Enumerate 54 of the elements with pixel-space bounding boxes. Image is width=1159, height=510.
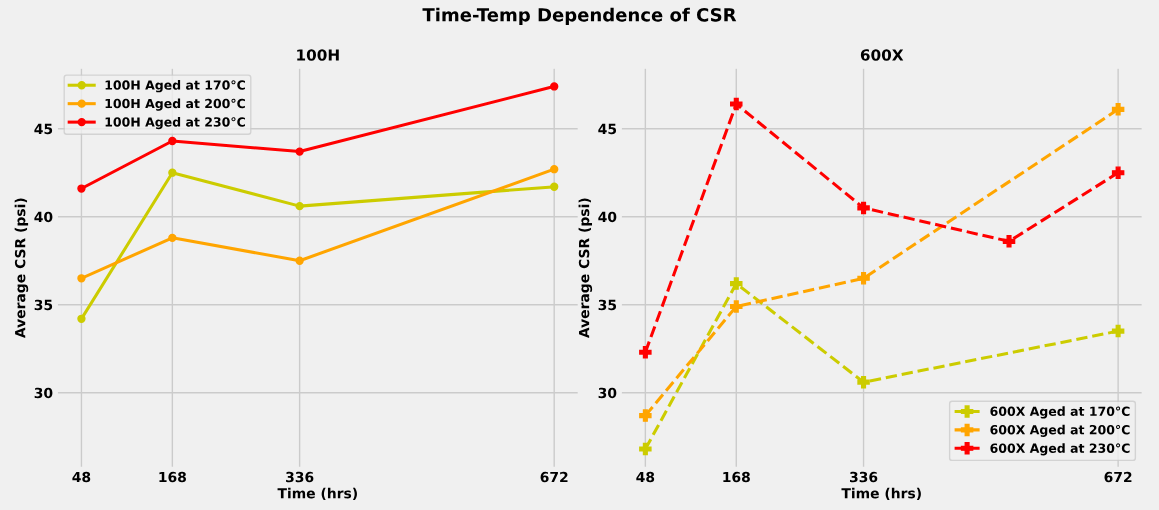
x-tick-label: 672 bbox=[1104, 471, 1132, 483]
x-axis-title: Time (hrs) bbox=[841, 487, 921, 501]
legend-label: 600X Aged at 200°C bbox=[990, 424, 1130, 437]
text: Time-Temp Dependence of CSR bbox=[422, 7, 737, 26]
point bbox=[168, 136, 177, 146]
x-tick-label: 48 bbox=[636, 471, 655, 483]
point bbox=[639, 409, 652, 422]
point bbox=[730, 277, 743, 290]
point bbox=[77, 274, 86, 283]
point bbox=[857, 375, 870, 389]
point bbox=[77, 314, 86, 323]
y-tick-label: 40 bbox=[598, 211, 617, 223]
point bbox=[857, 201, 870, 215]
point bbox=[1111, 103, 1125, 116]
point bbox=[550, 182, 559, 191]
point bbox=[730, 300, 743, 313]
legend-label: 600X Aged at 230°C bbox=[990, 443, 1130, 456]
x-axis-title: Time (hrs) bbox=[277, 487, 357, 501]
y-axis-title: Average CSR (psi) bbox=[578, 198, 593, 339]
point bbox=[295, 256, 304, 265]
point bbox=[77, 184, 86, 193]
legend-label: 100H Aged at 170°C bbox=[105, 80, 245, 93]
point bbox=[639, 442, 652, 456]
point bbox=[550, 82, 559, 91]
x-tick-label: 48 bbox=[72, 471, 91, 483]
x-tick-label: 168 bbox=[723, 471, 750, 483]
chart-title: 100H bbox=[297, 49, 339, 61]
x-tick-label: 336 bbox=[286, 471, 314, 483]
x-tick-label: 336 bbox=[849, 471, 878, 483]
y-tick-label: 30 bbox=[34, 387, 53, 399]
y-tick-label: 35 bbox=[34, 299, 53, 311]
point bbox=[295, 147, 304, 156]
y-tick-label: 35 bbox=[598, 299, 617, 311]
y-tick-label: 45 bbox=[34, 123, 53, 135]
point bbox=[168, 168, 177, 177]
point bbox=[168, 233, 177, 242]
legend-label: 600X Aged at 170°C bbox=[990, 406, 1130, 419]
point bbox=[550, 165, 559, 174]
point bbox=[1111, 166, 1125, 179]
legend-label: 100H Aged at 200°C bbox=[105, 98, 245, 111]
point bbox=[1111, 324, 1125, 338]
legend-label: 100H Aged at 230°C bbox=[105, 116, 245, 130]
y-tick-label: 40 bbox=[34, 211, 53, 223]
point bbox=[639, 345, 652, 359]
point bbox=[1002, 235, 1016, 248]
chart-title: 600X bbox=[860, 49, 904, 61]
x-tick-label: 168 bbox=[159, 471, 186, 483]
point bbox=[730, 97, 743, 111]
y-tick-label: 45 bbox=[598, 123, 617, 135]
y-tick-label: 30 bbox=[598, 387, 617, 399]
x-tick-label: 672 bbox=[540, 471, 568, 483]
point bbox=[295, 201, 304, 211]
point bbox=[857, 272, 870, 285]
y-axis-title: Average CSR (psi) bbox=[14, 198, 29, 339]
